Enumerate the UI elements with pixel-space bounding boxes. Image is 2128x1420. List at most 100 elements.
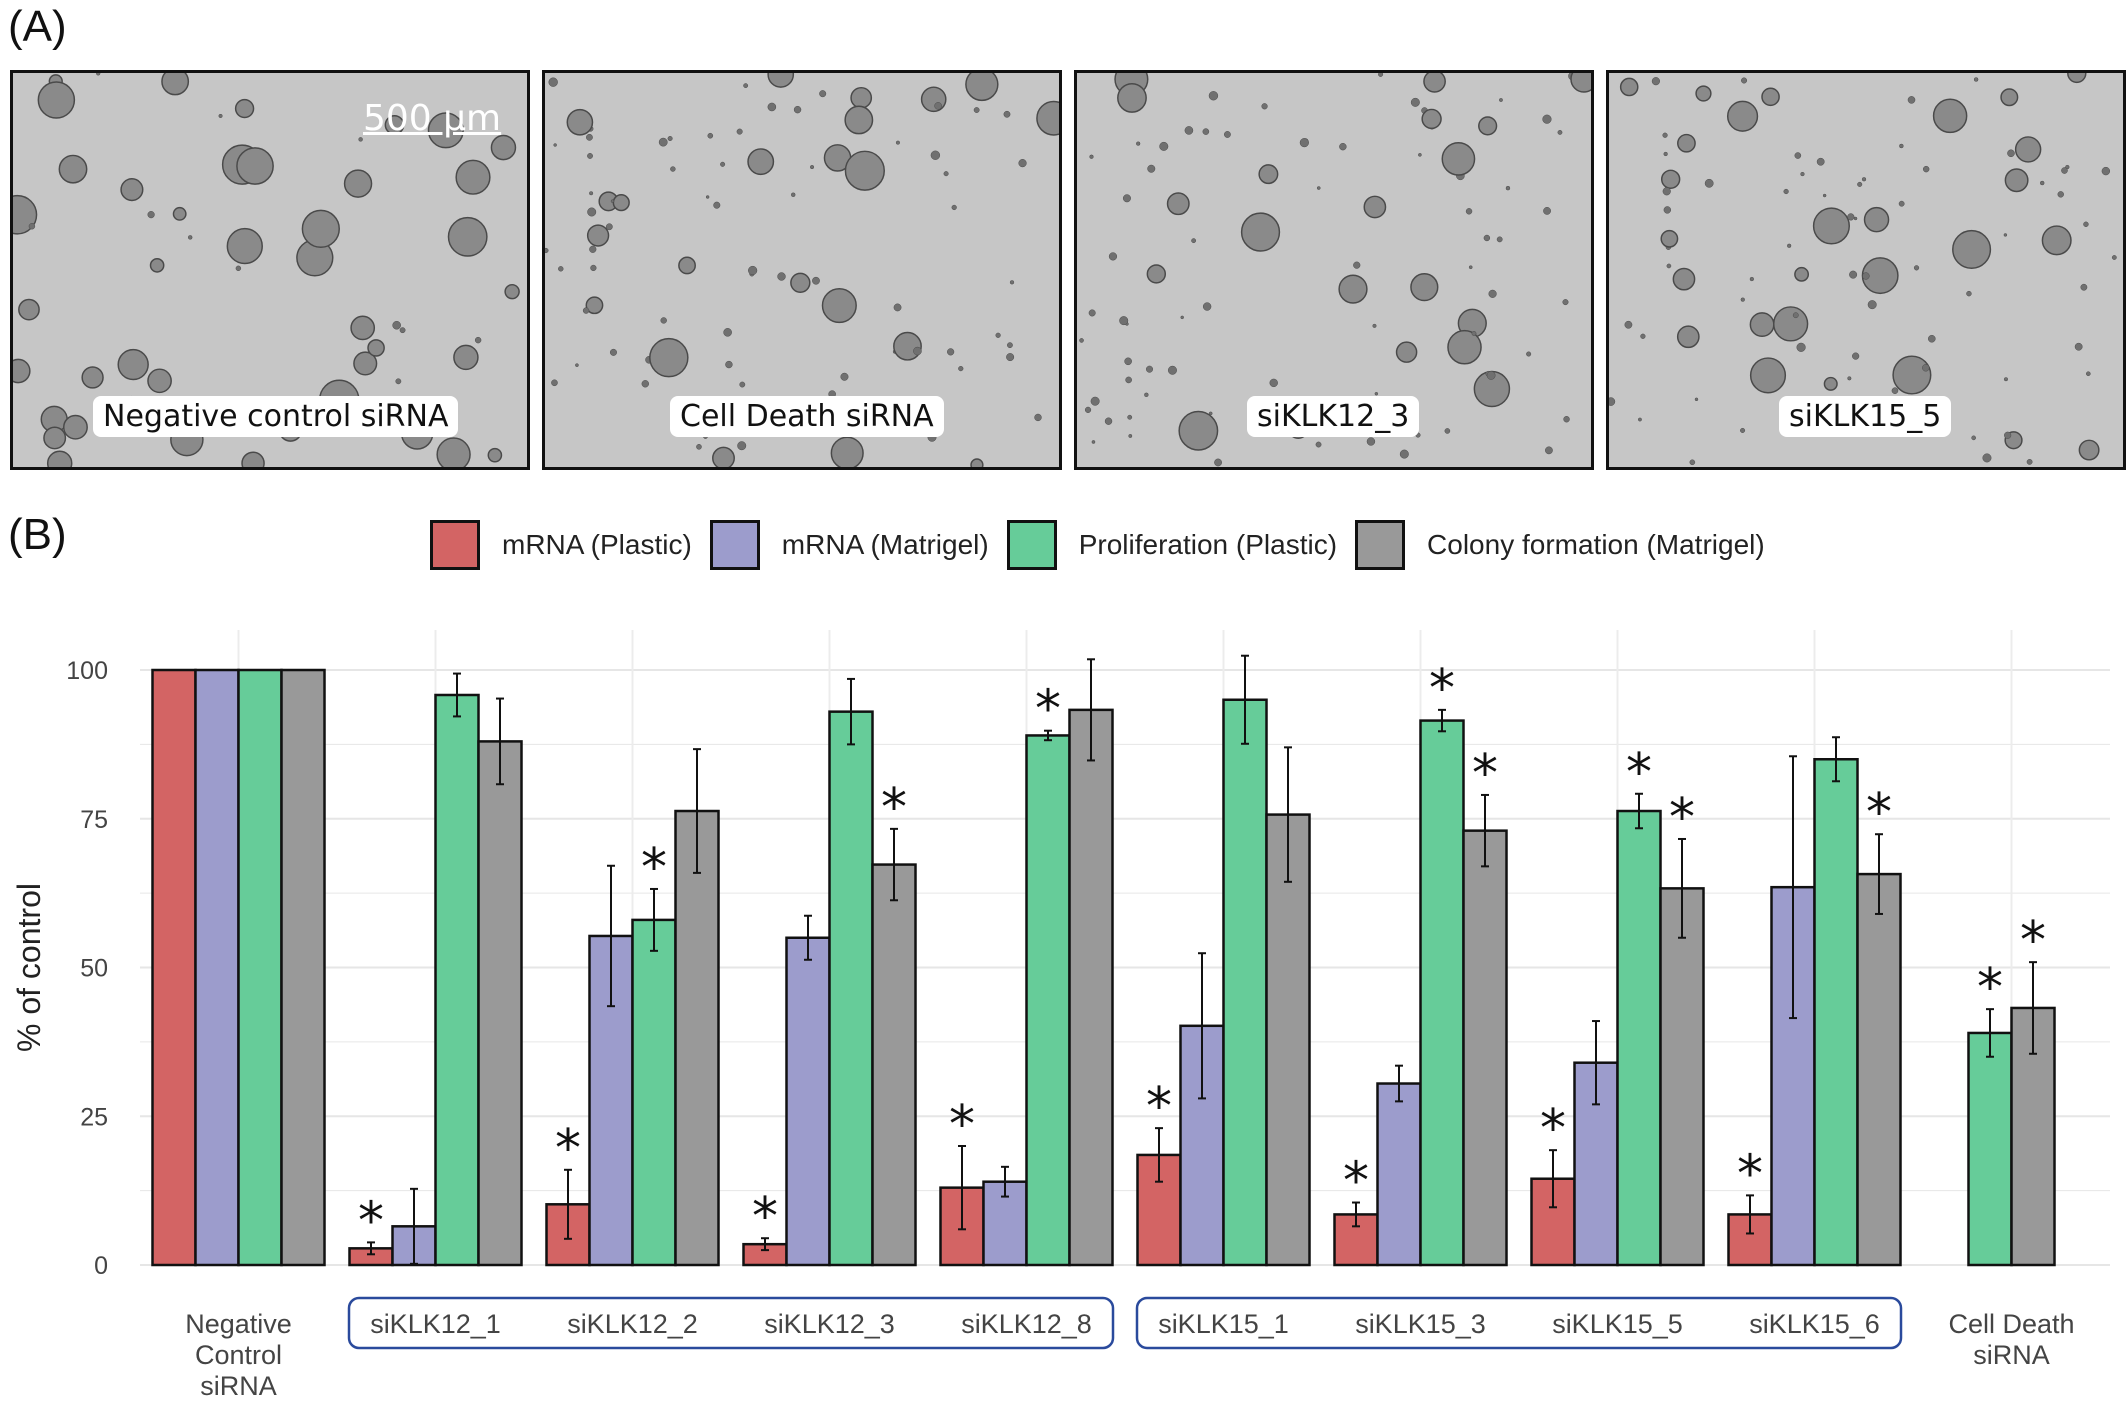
cell-colony xyxy=(1505,185,1511,191)
x-tick-label: siKLK15_1 xyxy=(1158,1309,1289,1339)
micrograph-row: 500 µm Negative control siRNA Cell Death… xyxy=(10,70,2126,470)
y-axis-label: % of control xyxy=(11,883,47,1052)
cell-colony xyxy=(1258,164,1279,185)
cell-colony xyxy=(1159,141,1169,151)
micrograph-caption: Negative control siRNA xyxy=(93,396,459,437)
cell-colony xyxy=(558,266,564,272)
cell-colony xyxy=(1338,274,1368,304)
cell-colony xyxy=(1624,320,1633,329)
cell-colony xyxy=(1299,138,1309,148)
cell-colony xyxy=(147,368,172,394)
cell-colony xyxy=(427,112,464,149)
cell-colony xyxy=(893,331,922,361)
cell-colony xyxy=(1108,252,1118,261)
cell-colony xyxy=(2003,377,2008,382)
cell-colony xyxy=(1792,312,1799,319)
cell-colony xyxy=(1740,297,1745,302)
cell-colony xyxy=(970,458,984,467)
significance-marker: * xyxy=(881,778,907,838)
bar xyxy=(1419,719,1465,1267)
cell-colony xyxy=(545,247,549,254)
cell-colony xyxy=(395,378,402,385)
x-tick-label: Control xyxy=(195,1340,282,1370)
cell-colony xyxy=(236,147,274,185)
cell-colony xyxy=(2101,166,2111,176)
cell-colony xyxy=(1090,396,1100,406)
cell-colony xyxy=(660,317,667,324)
cell-colony xyxy=(1749,357,1787,394)
cell-colony xyxy=(958,365,964,372)
cell-colony xyxy=(819,90,827,98)
cell-colony xyxy=(226,227,263,265)
significance-marker: * xyxy=(1472,744,1498,804)
y-tick-label: 50 xyxy=(80,955,108,983)
cell-colony xyxy=(350,315,376,341)
cell-colony xyxy=(1857,181,1863,187)
significance-marker: * xyxy=(1035,680,1061,740)
cell-colony xyxy=(1853,216,1858,221)
cell-colony xyxy=(947,348,955,356)
cell-colony xyxy=(553,143,557,147)
cell-colony xyxy=(707,132,714,139)
bar xyxy=(1068,708,1114,1267)
x-tick-label: Negative xyxy=(185,1309,292,1339)
group-box xyxy=(1135,1296,1903,1350)
cell-colony xyxy=(2083,221,2089,228)
micrograph-caption: Cell Death siRNA xyxy=(670,396,944,437)
cell-colony xyxy=(1562,299,1569,306)
cell-colony xyxy=(1208,91,1219,101)
significance-marker: * xyxy=(1977,958,2003,1018)
cell-colony xyxy=(610,199,615,203)
cell-colony xyxy=(1125,376,1132,384)
cell-colony xyxy=(1224,131,1231,138)
bar xyxy=(1222,698,1268,1267)
cell-colony xyxy=(1823,376,1838,391)
cell-colony xyxy=(187,235,193,240)
cell-colony xyxy=(1007,342,1013,349)
cell-colony xyxy=(1812,207,1850,245)
cell-colony xyxy=(1091,440,1096,444)
cell-colony xyxy=(1144,392,1149,398)
cell-colony xyxy=(1372,323,1377,328)
legend-item: Colony formation (Matrigel) xyxy=(1355,520,1765,570)
bar xyxy=(1856,872,1902,1267)
cell-colony xyxy=(821,287,857,324)
cell-colony xyxy=(453,344,479,371)
cell-colony xyxy=(504,283,520,300)
cell-colony xyxy=(1545,446,1553,455)
cell-colony xyxy=(1486,371,1496,380)
cell-colony xyxy=(793,105,802,114)
legend-label: Colony formation (Matrigel) xyxy=(1427,529,1765,560)
significance-marker: * xyxy=(2020,911,2046,971)
cell-colony xyxy=(1852,352,1860,360)
micrograph-caption: siKLK12_3 xyxy=(1247,396,1420,437)
cell-colony xyxy=(1847,376,1852,381)
cell-colony xyxy=(1178,410,1219,451)
x-tick-label: siKLK15_6 xyxy=(1749,1309,1880,1339)
cell-colony xyxy=(844,105,874,135)
cell-colony xyxy=(218,113,223,118)
cell-colony xyxy=(1003,110,1011,118)
cell-colony xyxy=(670,166,676,172)
cell-colony xyxy=(1867,300,1877,310)
cell-colony xyxy=(1353,261,1361,269)
cell-colony xyxy=(1444,428,1451,434)
cell-colony xyxy=(1772,306,1809,342)
cell-colony xyxy=(1261,103,1268,110)
cell-colony xyxy=(1971,435,1976,441)
bar xyxy=(1265,813,1311,1267)
cell-colony xyxy=(1447,329,1482,365)
cell-colony xyxy=(18,298,40,321)
cell-colony xyxy=(1146,264,1167,284)
cell-colony xyxy=(1891,387,1899,394)
cell-colony xyxy=(2085,371,2091,377)
cell-colony xyxy=(1399,449,1409,459)
cell-colony xyxy=(1640,333,1646,339)
cell-colony xyxy=(120,178,144,202)
cell-colony xyxy=(1363,195,1387,219)
cell-colony xyxy=(1146,365,1154,373)
cell-colony xyxy=(2040,180,2045,186)
cell-colony xyxy=(913,346,922,356)
x-tick-label: siKLK12_3 xyxy=(764,1309,895,1339)
cell-colony xyxy=(1526,351,1532,357)
